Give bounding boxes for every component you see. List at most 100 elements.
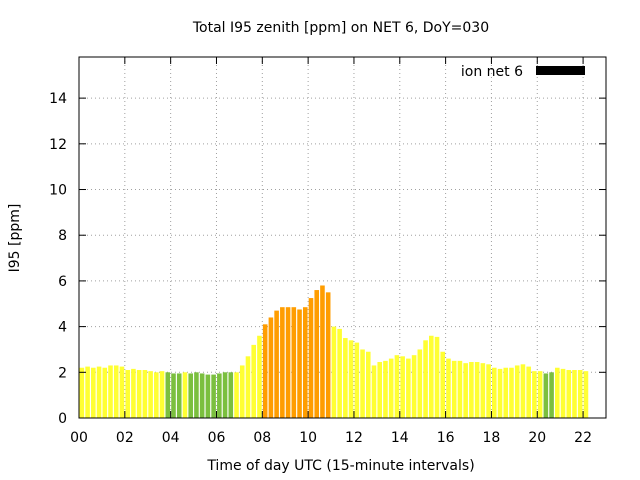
bar <box>228 372 234 418</box>
legend: ion net 6 <box>461 64 585 80</box>
bar <box>480 363 486 418</box>
y-tick-label: 4 <box>58 320 67 336</box>
bar <box>131 368 136 418</box>
bar <box>113 365 119 418</box>
y-tick-label: 10 <box>49 183 67 199</box>
x-axis-label: Time of day UTC (15-minute intervals) <box>206 458 474 474</box>
x-tick-label: 00 <box>70 430 88 446</box>
bar <box>85 366 90 418</box>
bar <box>239 365 245 418</box>
bar <box>451 360 457 418</box>
x-tick-label: 08 <box>253 430 271 446</box>
bar <box>337 328 342 418</box>
x-tick-label: 10 <box>299 430 317 446</box>
bar <box>486 364 491 418</box>
bar <box>320 285 325 418</box>
bar <box>497 368 503 418</box>
bar <box>394 355 400 418</box>
bar <box>251 344 256 418</box>
bar <box>388 358 394 418</box>
bar <box>354 342 360 418</box>
axis-ticks <box>78 57 606 419</box>
bar <box>142 370 148 418</box>
bar <box>182 372 188 418</box>
bar <box>423 340 428 418</box>
bar <box>503 367 509 418</box>
bar <box>520 364 526 418</box>
y-tick-label: 12 <box>49 137 67 153</box>
bar <box>136 370 142 418</box>
bar <box>560 368 566 418</box>
bar <box>509 367 514 418</box>
bar <box>343 338 348 418</box>
bar <box>583 371 589 418</box>
bar <box>291 307 297 418</box>
x-tick-label: 04 <box>162 430 180 446</box>
bar <box>577 370 583 418</box>
bar <box>572 370 577 418</box>
y-axis-label: I95 [ppm] <box>7 204 23 273</box>
x-tick-label: 12 <box>345 430 363 446</box>
chart-title: Total I95 zenith [ppm] on NET 6, DoY=030 <box>192 20 489 36</box>
x-tick-label: 02 <box>116 430 134 446</box>
x-tick-label: 20 <box>528 430 546 446</box>
y-tick-label: 2 <box>58 365 67 381</box>
x-tick-labels: 00 02 04 06 08 10 12 14 16 18 20 22 <box>70 430 592 446</box>
y-tick-label: 0 <box>58 411 67 427</box>
bar <box>469 362 474 418</box>
bar <box>543 373 549 418</box>
bar <box>148 371 153 418</box>
bar <box>234 372 239 418</box>
bar <box>463 363 468 418</box>
bar <box>532 371 537 418</box>
grid-lines <box>79 57 606 418</box>
legend-label: ion net 6 <box>461 64 523 80</box>
bar <box>383 360 388 418</box>
bar <box>217 373 222 418</box>
bars <box>79 285 589 418</box>
bar <box>125 370 130 418</box>
bar <box>331 326 337 418</box>
bar <box>411 355 417 418</box>
bar <box>457 360 463 418</box>
bar <box>262 324 268 418</box>
bar <box>429 335 434 418</box>
bar <box>302 307 308 418</box>
plot-frame <box>78 56 607 419</box>
x-tick-label: 18 <box>483 430 501 446</box>
bar <box>268 317 274 418</box>
bar <box>566 370 572 418</box>
x-tick-label: 14 <box>391 430 409 446</box>
bar <box>154 372 159 418</box>
bar <box>406 358 411 418</box>
bar <box>165 372 171 418</box>
bar <box>199 373 205 418</box>
bar <box>211 374 216 418</box>
bar <box>205 374 211 418</box>
bar <box>102 367 108 418</box>
y-tick-labels: 0 2 4 6 8 10 12 14 <box>49 91 67 427</box>
bar <box>514 365 520 418</box>
bar <box>96 366 102 418</box>
bar <box>222 372 228 418</box>
bar <box>474 362 480 418</box>
bar <box>417 349 423 418</box>
bar <box>245 356 251 418</box>
bar <box>280 307 285 418</box>
bar <box>365 351 371 418</box>
x-tick-label: 22 <box>574 430 592 446</box>
bar <box>360 349 365 418</box>
y-tick-label: 8 <box>58 228 67 244</box>
bar <box>434 336 440 418</box>
bar <box>297 309 302 418</box>
bar <box>377 362 383 418</box>
bar <box>446 358 451 418</box>
bar <box>119 366 125 418</box>
bar <box>325 292 331 418</box>
bar <box>176 373 182 418</box>
bar <box>526 366 531 418</box>
bar <box>400 356 405 418</box>
bar <box>79 367 85 418</box>
bar <box>308 298 314 418</box>
